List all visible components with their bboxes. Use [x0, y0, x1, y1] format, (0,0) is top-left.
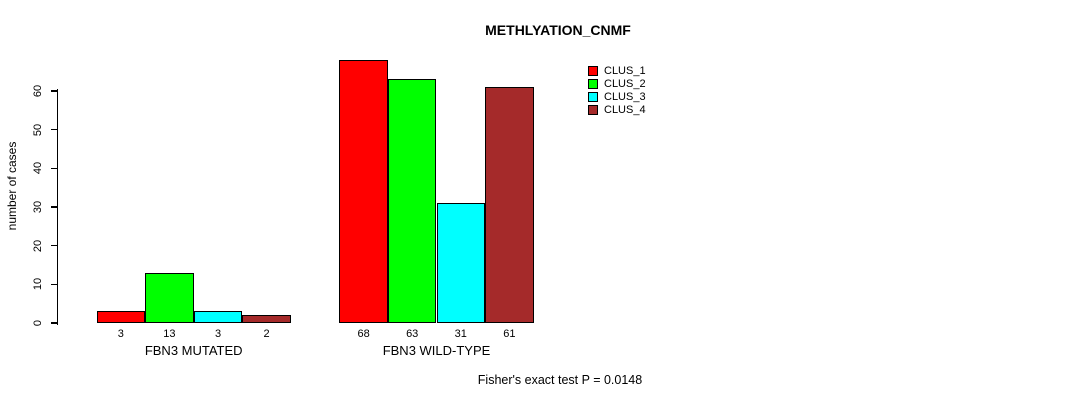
y-tick-mark — [51, 128, 57, 131]
legend-item-clus_3: CLUS_3 — [588, 90, 646, 103]
y-tick-mark — [51, 206, 57, 208]
bar-clus_3-wild-type — [436, 203, 486, 323]
bar-clus_3-mutated — [193, 311, 243, 323]
legend-item-clus_1: CLUS_1 — [588, 64, 646, 77]
legend: CLUS_1 CLUS_2 CLUS_3 CLUS_4 — [588, 64, 646, 116]
legend-item-clus_4: CLUS_4 — [588, 103, 646, 116]
y-axis-line — [57, 89, 59, 325]
bar-value-label: 13 — [163, 328, 176, 340]
y-tick-mark — [51, 283, 57, 286]
bar-clus_1-mutated — [96, 311, 146, 323]
x-group-label: FBN3 WILD-TYPE — [382, 343, 491, 358]
legend-swatch-icon — [588, 78, 598, 89]
bar-clus_4-mutated — [242, 315, 291, 323]
y-tick-label: 10 — [32, 278, 44, 291]
legend-swatch-icon — [588, 104, 598, 115]
y-tick-label: 60 — [32, 84, 44, 98]
legend-label: CLUS_3 — [604, 90, 646, 103]
bar-value-label: 3 — [214, 328, 222, 340]
legend-label: CLUS_4 — [604, 103, 646, 116]
y-tick-mark — [51, 90, 57, 92]
bar-value-label: 2 — [263, 328, 270, 340]
y-tick-label: 50 — [32, 123, 44, 136]
bar-clus_2-wild-type — [387, 79, 437, 323]
y-tick-mark — [51, 244, 57, 247]
legend-swatch-icon — [588, 91, 598, 102]
bar-value-label: 3 — [117, 328, 124, 340]
legend-item-clus_2: CLUS_2 — [588, 77, 646, 90]
bar-value-label: 68 — [357, 328, 370, 340]
y-tick-label: 30 — [32, 200, 44, 214]
y-tick-mark — [51, 322, 57, 324]
y-axis-label: number of cases — [5, 141, 19, 231]
legend-label: CLUS_1 — [604, 64, 646, 77]
chart-title: METHLYATION_CNMF — [485, 22, 631, 38]
bar-value-label: 31 — [454, 328, 467, 340]
x-group-label: FBN3 MUTATED — [144, 343, 243, 358]
bar-value-label: 63 — [406, 328, 419, 340]
y-tick-mark — [51, 167, 57, 170]
y-tick-label: 0 — [32, 319, 44, 327]
stat-annotation: Fisher's exact test P = 0.0148 — [477, 373, 643, 387]
bar-clus_1-wild-type — [339, 60, 388, 323]
legend-label: CLUS_2 — [604, 77, 646, 90]
legend-swatch-icon — [588, 65, 598, 76]
y-tick-label: 20 — [32, 239, 44, 252]
y-tick-label: 40 — [32, 162, 44, 175]
bar-clus_4-wild-type — [485, 87, 534, 323]
bar-clus_2-mutated — [145, 272, 194, 323]
bar-value-label: 61 — [503, 328, 516, 340]
